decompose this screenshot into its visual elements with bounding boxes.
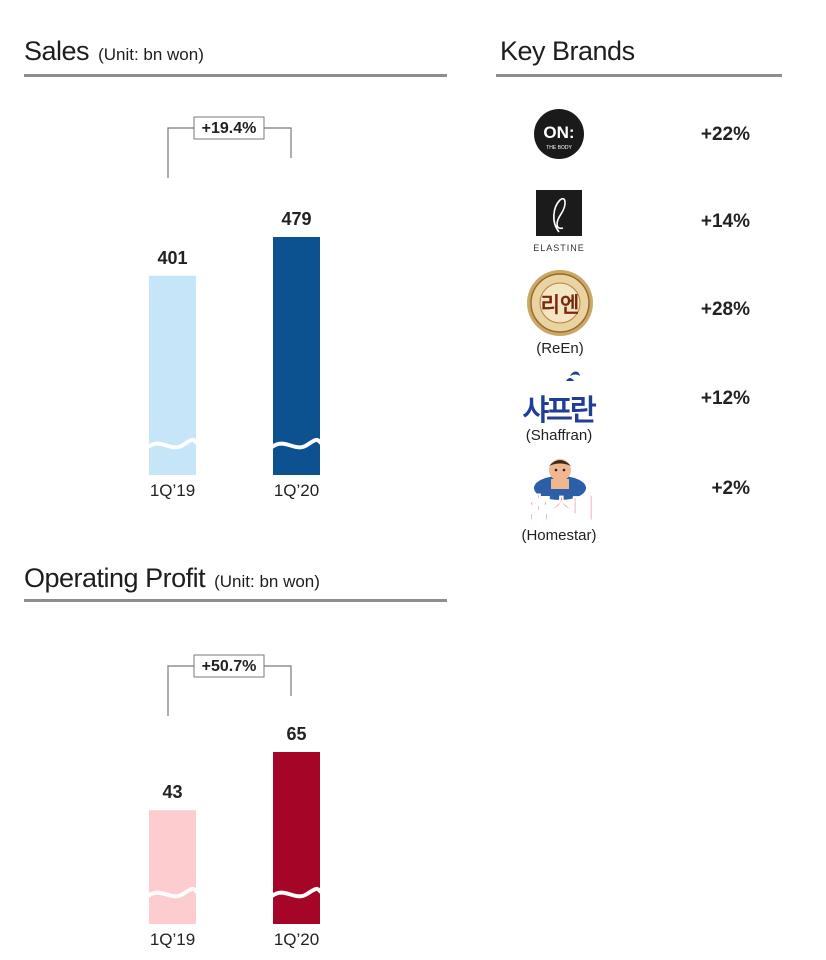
onthebody-logo-sub: THE BODY bbox=[546, 145, 572, 151]
sales-value-label-1: 479 bbox=[281, 209, 311, 229]
shaffran-logo-text: 샤프란 bbox=[522, 393, 596, 427]
sales-category-label-0: 1Q’19 bbox=[150, 481, 195, 500]
sales-title-rule bbox=[24, 74, 447, 77]
op-category-label-1: 1Q’20 bbox=[274, 930, 319, 949]
brand-change-homestar: +2% bbox=[711, 478, 750, 499]
elastine-logo-sub: ELASTINE bbox=[533, 243, 585, 253]
sales-category-label-1: 1Q’20 bbox=[274, 481, 319, 500]
homestar-logo-text: 홈스타 bbox=[526, 492, 598, 525]
op-axis-break-0 bbox=[146, 886, 199, 899]
op-title-text: Operating Profit bbox=[24, 563, 206, 593]
brand-change-reen: +28% bbox=[700, 299, 750, 320]
sales-value-label-0: 401 bbox=[157, 248, 187, 268]
onthebody-logo-text: ON: bbox=[543, 123, 574, 142]
sales-bar-1 bbox=[273, 237, 320, 475]
op-value-label-0: 43 bbox=[162, 782, 182, 802]
op-value-label-1: 65 bbox=[286, 724, 306, 744]
op-category-label-0: 1Q’19 bbox=[150, 930, 195, 949]
sales-growth-box bbox=[193, 116, 265, 140]
op-growth-box bbox=[193, 654, 265, 678]
op-axis-break-1 bbox=[270, 886, 323, 899]
sales-axis-break-0 bbox=[146, 437, 199, 450]
op-unit: (Unit: bn won) bbox=[214, 572, 320, 591]
brand-caption-homestar: (Homestar) bbox=[521, 527, 597, 544]
op-growth-label: +50.7% bbox=[202, 658, 257, 675]
sales-title-text: Sales bbox=[24, 36, 90, 66]
op-title: Operating Profit (Unit: bn won) bbox=[24, 563, 320, 594]
sales-axis-break-1 bbox=[270, 437, 323, 450]
key-brands-title: Key Brands bbox=[500, 36, 635, 67]
brand-caption-reen: (ReEn) bbox=[536, 340, 584, 357]
brand-change-onthebody: +22% bbox=[700, 124, 750, 145]
op-title-rule bbox=[24, 599, 447, 602]
op-bar-0 bbox=[149, 810, 196, 924]
brand-change-shaffran: +12% bbox=[700, 388, 750, 409]
sales-unit: (Unit: bn won) bbox=[98, 45, 204, 64]
reen-logo-text: 리엔 bbox=[541, 293, 580, 317]
key-brands-title-rule bbox=[496, 74, 782, 77]
key-brands-title-text: Key Brands bbox=[500, 36, 635, 66]
brand-caption-shaffran: (Shaffran) bbox=[525, 427, 593, 444]
sales-title: Sales (Unit: bn won) bbox=[24, 36, 204, 67]
brand-change-elastine: +14% bbox=[700, 211, 750, 232]
sales-growth-label: +19.4% bbox=[202, 120, 257, 137]
